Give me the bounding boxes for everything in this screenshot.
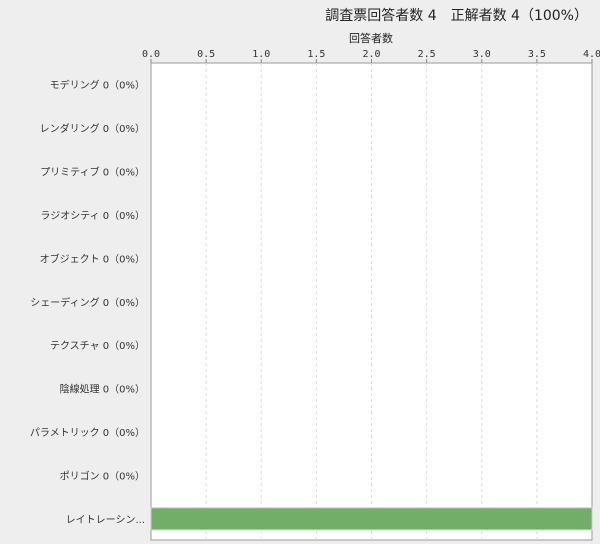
category-label: レンダリング 0（0%） — [40, 122, 145, 135]
x-tick-label: 3.0 — [473, 49, 491, 60]
x-tick-label: 4.0 — [583, 49, 600, 60]
category-label: プリミティブ 0（0%） — [40, 166, 145, 179]
x-tick-label: 0.5 — [197, 49, 215, 60]
category-label: パラメトリック 0（0%） — [30, 427, 145, 439]
category-label: ラジオシティ 0（0%） — [40, 210, 145, 222]
chart-title: 調査票回答者数 4 正解者数 4（100%） — [325, 7, 588, 24]
category-label: ポリゴン 0（0%） — [60, 469, 145, 482]
x-tick-label: 2.5 — [418, 49, 436, 60]
category-label: テクスチャ 0（0%） — [50, 340, 145, 352]
category-label: モデリング 0（0%） — [50, 79, 145, 92]
bar — [150, 507, 593, 531]
x-tick-label: 1.5 — [307, 49, 325, 60]
category-label: 陰線処理 0（0%） — [60, 383, 145, 396]
x-tick-label: 2.0 — [362, 49, 380, 60]
x-axis-label: 回答者数 — [349, 31, 393, 45]
category-label: オブジェクト 0（0%） — [40, 252, 145, 265]
x-tick-label: 1.0 — [252, 49, 270, 60]
x-tick-label: 0.0 — [142, 49, 160, 60]
category-label: レイトレーシン... — [66, 515, 145, 526]
x-tick-label: 3.5 — [528, 49, 546, 60]
plot-area — [150, 62, 593, 541]
category-label: シェーディング 0（0%） — [30, 296, 145, 309]
